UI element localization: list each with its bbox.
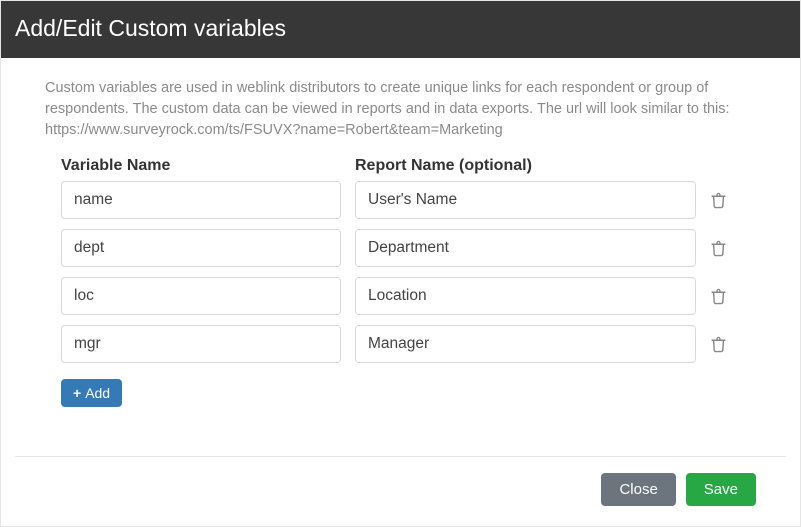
close-button[interactable]: Close [601,473,675,506]
trash-icon [710,192,727,209]
modal-body: Custom variables are used in weblink dis… [1,58,800,456]
modal-description: Custom variables are used in weblink dis… [45,78,756,141]
add-variable-button[interactable]: + Add [61,379,122,407]
variable-row [45,277,756,315]
report-name-input[interactable] [355,277,696,315]
trash-icon [710,288,727,305]
variable-name-input[interactable] [61,325,341,363]
plus-icon: + [73,386,81,400]
delete-row-button[interactable] [706,188,731,213]
report-name-input[interactable] [355,325,696,363]
add-button-label: Add [85,385,110,401]
modal-title: Add/Edit Custom variables [15,15,786,42]
variable-row [45,229,756,267]
modal-header: Add/Edit Custom variables [1,1,800,58]
delete-row-button[interactable] [706,284,731,309]
report-name-input[interactable] [355,181,696,219]
save-button[interactable]: Save [686,473,756,506]
variable-row [45,325,756,363]
trash-icon [710,240,727,257]
variables-table: Variable Name Report Name (optional) [45,157,756,363]
variable-row [45,181,756,219]
variable-name-input[interactable] [61,229,341,267]
variable-name-header: Variable Name [61,157,341,175]
delete-row-button[interactable] [706,332,731,357]
variables-table-header: Variable Name Report Name (optional) [45,157,756,175]
custom-variables-modal: Add/Edit Custom variables Custom variabl… [0,0,801,527]
modal-footer: Close Save [15,456,786,526]
trash-icon [710,336,727,353]
report-name-input[interactable] [355,229,696,267]
delete-row-button[interactable] [706,236,731,261]
report-name-header: Report Name (optional) [355,157,696,175]
variable-name-input[interactable] [61,277,341,315]
variable-name-input[interactable] [61,181,341,219]
